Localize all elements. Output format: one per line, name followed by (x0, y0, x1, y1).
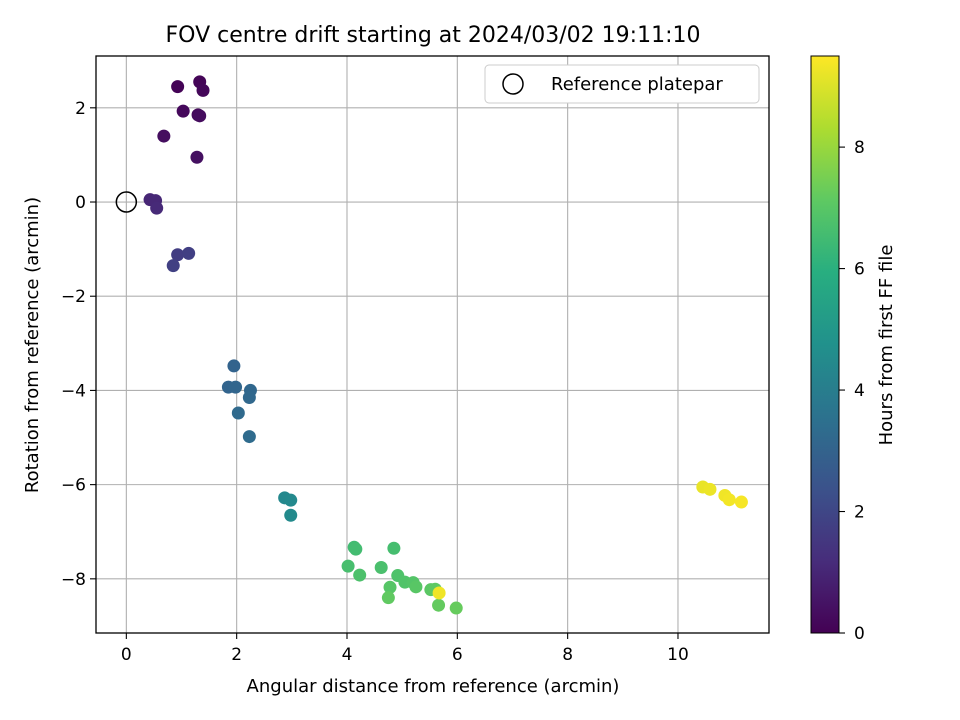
data-point (227, 359, 241, 373)
data-point (341, 559, 355, 573)
y-axis-ticks: −8 −6 −4 −2 0 2 (61, 99, 96, 590)
x-tick-label: 4 (342, 645, 353, 665)
legend-open-circle-marker (502, 73, 524, 95)
data-point (284, 508, 298, 522)
x-tick-label: 0 (121, 645, 132, 665)
data-point (166, 259, 180, 273)
x-tick-label: 2 (231, 645, 242, 665)
y-tick-label: 2 (75, 99, 86, 119)
data-point (284, 493, 298, 507)
data-point (231, 406, 245, 420)
y-tick-label: −8 (61, 570, 86, 590)
data-point (242, 430, 256, 444)
x-axis-label: Angular distance from reference (arcmin) (247, 676, 620, 697)
x-tick-label: 6 (452, 645, 463, 665)
colorbar-tick-label: 2 (854, 503, 865, 523)
y-tick-label: −2 (61, 287, 86, 307)
data-point (150, 201, 164, 215)
plot-area-frame (95, 55, 770, 634)
data-point (171, 80, 185, 94)
legend-label: Reference platepar (551, 74, 723, 95)
colorbar-label: Hours from first FF file (876, 245, 897, 446)
data-point (432, 586, 446, 600)
legend-box (484, 64, 760, 104)
data-point (196, 83, 210, 97)
data-point (409, 580, 423, 594)
data-point (157, 129, 171, 143)
grid-lines (96, 56, 769, 633)
data-point (722, 493, 736, 507)
data-point (190, 150, 204, 164)
data-point (449, 601, 463, 615)
colorbar-tick-label: 4 (854, 381, 865, 401)
y-tick-label: −4 (61, 381, 86, 401)
data-point (229, 380, 243, 394)
colorbar-tick-label: 0 (854, 624, 865, 644)
data-point (432, 598, 446, 612)
data-point (374, 561, 388, 575)
legend: Reference platepar (484, 64, 760, 104)
y-tick-label: −6 (61, 476, 86, 496)
colorbar-gradient (810, 55, 840, 634)
colorbar-tick-label: 6 (854, 260, 865, 280)
data-point (242, 390, 256, 404)
colorbar-tick-label: 8 (854, 138, 865, 158)
data-point (182, 246, 196, 260)
data-point (734, 495, 748, 509)
data-point (193, 109, 207, 123)
data-point (349, 542, 363, 556)
reference-platepar-point (115, 191, 138, 213)
reference-platepar-marker (115, 191, 138, 213)
data-point (387, 541, 401, 555)
y-axis-label: Rotation from reference (arcmin) (22, 197, 43, 493)
data-point (703, 482, 717, 496)
colorbar: 0 2 4 6 8 Hours from first FF file (810, 55, 897, 644)
y-tick-label: 0 (75, 193, 86, 213)
chart-title: FOV centre drift starting at 2024/03/02 … (166, 23, 701, 48)
data-point (383, 580, 397, 594)
colorbar-ticks: 0 2 4 6 8 (839, 138, 865, 644)
data-point (381, 591, 395, 605)
data-point (353, 568, 367, 582)
data-point (171, 248, 185, 262)
data-point (176, 104, 190, 118)
x-tick-label: 8 (562, 645, 573, 665)
x-tick-label: 10 (667, 645, 689, 665)
x-axis-ticks: 0 2 4 6 8 10 (121, 633, 689, 665)
data-points (143, 75, 748, 615)
